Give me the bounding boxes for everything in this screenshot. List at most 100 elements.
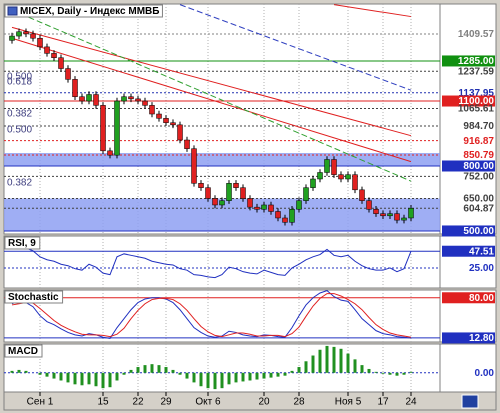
histogram-bar xyxy=(101,372,105,389)
candle-body xyxy=(51,53,57,58)
candle-body xyxy=(65,68,71,80)
candle-body xyxy=(345,174,351,180)
level-label: 1137.95 xyxy=(458,88,494,99)
trendline xyxy=(11,26,412,137)
histogram-bar xyxy=(283,372,287,376)
level-label: 1237.59 xyxy=(458,66,495,77)
candle-body xyxy=(408,207,414,219)
candle-body xyxy=(30,33,36,39)
histogram-bar xyxy=(59,372,63,381)
histogram-bar xyxy=(192,372,196,383)
histogram-bar xyxy=(346,353,350,373)
candle-body xyxy=(86,94,92,102)
x-tick-label: Сен 1 xyxy=(27,397,54,408)
histogram-bar xyxy=(332,346,336,373)
level-label-box xyxy=(442,55,495,67)
fib-label: 0.382 xyxy=(7,109,32,120)
histogram-bar xyxy=(234,372,238,383)
level-label: 916.87 xyxy=(463,136,494,147)
level-label-box xyxy=(442,225,495,237)
candle-body xyxy=(282,217,288,223)
level-label: 25.00 xyxy=(469,263,494,274)
candle-body xyxy=(373,209,379,214)
candle-body xyxy=(401,217,407,221)
x-tick-label: 29 xyxy=(160,397,172,408)
panel-title-box xyxy=(4,236,41,250)
histogram-bar xyxy=(136,367,140,373)
level-label: 1100.00 xyxy=(458,96,494,107)
histogram-bar xyxy=(339,348,343,373)
candle-body xyxy=(247,198,253,208)
histogram-bar xyxy=(220,372,224,389)
candle-body xyxy=(205,187,211,199)
axis-strip xyxy=(439,235,497,289)
histogram-bar xyxy=(276,372,280,377)
histogram-bar xyxy=(290,370,294,373)
histogram-bar xyxy=(150,364,154,373)
candle-body xyxy=(191,148,197,184)
axis-strip xyxy=(439,3,497,235)
histogram-bar xyxy=(318,349,322,373)
histogram-bar xyxy=(297,367,301,373)
histogram-bar xyxy=(262,372,266,379)
histogram-bar xyxy=(360,365,364,373)
candle-body xyxy=(310,178,316,188)
candle-body xyxy=(359,189,365,201)
histogram-bar xyxy=(94,372,98,387)
indicator-line xyxy=(11,293,412,338)
candle-body xyxy=(226,183,232,201)
histogram-bar xyxy=(213,372,217,390)
trendline xyxy=(11,9,412,182)
fib-label: 0.618 xyxy=(7,77,32,88)
histogram-bar xyxy=(66,372,70,383)
histogram-bar xyxy=(269,372,273,378)
histogram-bar xyxy=(367,368,371,373)
histogram-bar xyxy=(199,372,203,387)
trendline xyxy=(333,4,412,18)
candle-body xyxy=(198,183,204,188)
histogram-bar xyxy=(80,372,84,386)
histogram-bar xyxy=(248,372,252,381)
panel-plot xyxy=(4,344,440,392)
panel-background xyxy=(3,3,441,235)
candle-body xyxy=(184,139,190,149)
x-tick-label: 17 xyxy=(377,397,389,408)
level-label: 752.00 xyxy=(463,172,494,183)
candle-body xyxy=(338,174,344,180)
level-label: 1409.57 xyxy=(458,29,495,40)
candle-body xyxy=(240,187,246,199)
x-tick-label: 24 xyxy=(405,397,417,408)
candle-body xyxy=(324,159,330,173)
histogram-bar xyxy=(381,372,385,374)
histogram-bar xyxy=(374,371,378,373)
histogram-bar xyxy=(73,372,77,385)
candle-body xyxy=(9,35,15,41)
level-label-box xyxy=(442,160,495,172)
candle-body xyxy=(135,98,141,102)
candle-body xyxy=(268,204,274,212)
panel-title: Stochastic xyxy=(8,292,59,303)
level-label-box xyxy=(442,95,495,107)
candle-body xyxy=(100,105,106,152)
histogram-bar xyxy=(402,372,406,375)
panel-title: MICEX, Daily - Индекс ММВБ xyxy=(20,6,159,17)
histogram-bar xyxy=(185,372,189,379)
level-label: 500.00 xyxy=(463,226,494,237)
candle-body xyxy=(37,37,43,48)
candle-body xyxy=(93,94,99,106)
candle-body xyxy=(58,57,64,69)
x-tick-label: Ноя 5 xyxy=(335,397,362,408)
histogram-bar xyxy=(409,371,413,373)
title-icon xyxy=(7,6,18,16)
histogram-bar xyxy=(241,372,245,382)
histogram-bar xyxy=(122,372,126,375)
x-tick-label: 15 xyxy=(97,397,109,408)
trendline xyxy=(11,37,412,163)
level-label-box xyxy=(442,332,495,344)
x-tick-label: 20 xyxy=(258,397,270,408)
panel-background xyxy=(3,235,441,289)
panel-plot xyxy=(4,236,440,288)
fib-label: 0.382 xyxy=(7,178,32,189)
level-label: 1065.61 xyxy=(458,104,495,115)
x-tick-label: 28 xyxy=(293,397,305,408)
